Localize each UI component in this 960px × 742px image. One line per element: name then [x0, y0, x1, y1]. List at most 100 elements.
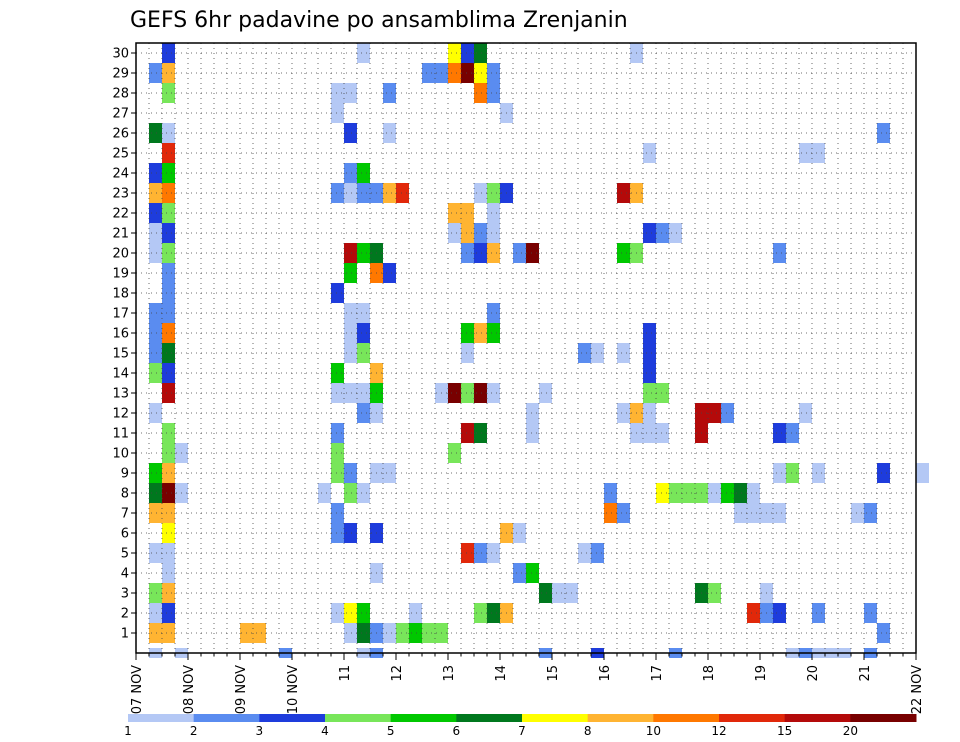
- heatmap-cell: [344, 463, 357, 483]
- heatmap-cell: [149, 343, 162, 363]
- heatmap-cell: [422, 63, 435, 83]
- heatmap-cell: [344, 183, 357, 203]
- heatmap-cell: [526, 563, 539, 583]
- heatmap-cell: [383, 123, 396, 143]
- colorbar-swatch: [719, 714, 786, 722]
- heatmap-cell: [461, 543, 474, 563]
- heatmap-cell: [149, 403, 162, 423]
- heatmap-cell: [162, 163, 175, 183]
- heatmap-cell: [539, 583, 552, 603]
- heatmap-cell: [461, 203, 474, 223]
- heatmap-cell: [578, 543, 591, 563]
- heatmap-cell: [357, 243, 370, 263]
- heatmap-cell: [344, 243, 357, 263]
- heatmap-cell: [318, 483, 331, 503]
- heatmap-cell: [149, 163, 162, 183]
- heatmap-cell: [799, 403, 812, 423]
- heatmap-cell: [669, 223, 682, 243]
- heatmap-cell: [487, 83, 500, 103]
- x-tick-label: 14: [494, 665, 509, 682]
- heatmap-cell: [162, 483, 175, 503]
- colorbar-swatch: [850, 714, 917, 722]
- colorbar-label: 12: [711, 724, 726, 738]
- heatmap-cell: [474, 603, 487, 623]
- heatmap-cell: [331, 603, 344, 623]
- y-tick-label: 22: [112, 207, 129, 222]
- colorbar-swatch: [128, 714, 195, 722]
- heatmap-cell: [162, 543, 175, 563]
- heatmap-cell: [331, 83, 344, 103]
- heatmap-cell: [383, 183, 396, 203]
- colorbar-label: 3: [256, 724, 264, 738]
- heatmap-cell: [344, 163, 357, 183]
- heatmap-cell: [149, 323, 162, 343]
- y-tick-label: 17: [112, 307, 129, 322]
- heatmap-cells: [149, 43, 929, 658]
- heatmap-cell: [461, 323, 474, 343]
- heatmap-cell: [721, 483, 734, 503]
- colorbar-label: 4: [321, 724, 329, 738]
- heatmap-cell: [474, 543, 487, 563]
- heatmap-cell: [162, 343, 175, 363]
- heatmap-cell: [656, 383, 669, 403]
- heatmap-cell: [461, 343, 474, 363]
- heatmap-cell: [162, 43, 175, 63]
- heatmap-cell: [617, 243, 630, 263]
- colorbar-label: 6: [453, 724, 461, 738]
- y-tick-label: 29: [112, 67, 129, 82]
- heatmap-cell: [474, 243, 487, 263]
- y-tick-label: 14: [112, 367, 129, 382]
- heatmap-cell: [851, 503, 864, 523]
- y-tick-label: 1: [121, 627, 129, 642]
- heatmap-cell: [864, 503, 877, 523]
- heatmap-cell: [162, 183, 175, 203]
- heatmap-cell: [162, 323, 175, 343]
- x-tick-label: 08 NOV: [182, 665, 197, 714]
- heatmap-cell: [669, 483, 682, 503]
- heatmap-cell: [656, 423, 669, 443]
- y-tick-label: 8: [121, 487, 129, 502]
- colorbar-label: 20: [843, 724, 858, 738]
- heatmap-cell: [513, 523, 526, 543]
- heatmap-cell: [331, 423, 344, 443]
- heatmap-cell: [331, 463, 344, 483]
- x-tick-label: 21: [858, 665, 873, 682]
- heatmap-cell: [877, 623, 890, 643]
- heatmap-cell: [357, 43, 370, 63]
- heatmap-cell: [162, 283, 175, 303]
- heatmap-cell: [344, 263, 357, 283]
- colorbar-swatch: [193, 714, 260, 722]
- x-tick-label: 19: [754, 665, 769, 682]
- heatmap-cell: [383, 623, 396, 643]
- heatmap-cell: [591, 343, 604, 363]
- heatmap-cell: [422, 623, 435, 643]
- heatmap-cell: [643, 343, 656, 363]
- colorbar-label: 10: [646, 724, 661, 738]
- heatmap-cell: [812, 463, 825, 483]
- heatmap-cell: [344, 343, 357, 363]
- heatmap-cell: [617, 343, 630, 363]
- colorbar-label: 1: [124, 724, 132, 738]
- y-tick-label: 26: [112, 127, 129, 142]
- x-tick-label: 12: [390, 665, 405, 682]
- heatmap-cell: [487, 183, 500, 203]
- x-tick-label: 10 NOV: [286, 665, 301, 714]
- y-tick-label: 2: [121, 607, 129, 622]
- heatmap-cell: [617, 503, 630, 523]
- heatmap-cell: [357, 383, 370, 403]
- heatmap-cell: [747, 503, 760, 523]
- heatmap-cell: [149, 583, 162, 603]
- heatmap-cell: [643, 323, 656, 343]
- y-tick-label: 10: [112, 447, 129, 462]
- colorbar-swatch: [587, 714, 654, 722]
- heatmap-cell: [331, 183, 344, 203]
- heatmap-cell: [162, 123, 175, 143]
- heatmap-cell: [253, 623, 266, 643]
- y-tick-label: 5: [121, 547, 129, 562]
- y-tick-label: 18: [112, 287, 129, 302]
- heatmap-cell: [149, 183, 162, 203]
- x-tick-label: 09 NOV: [234, 665, 249, 714]
- heatmap-cell: [773, 503, 786, 523]
- colorbar-swatch: [456, 714, 523, 722]
- heatmap-cell: [734, 503, 747, 523]
